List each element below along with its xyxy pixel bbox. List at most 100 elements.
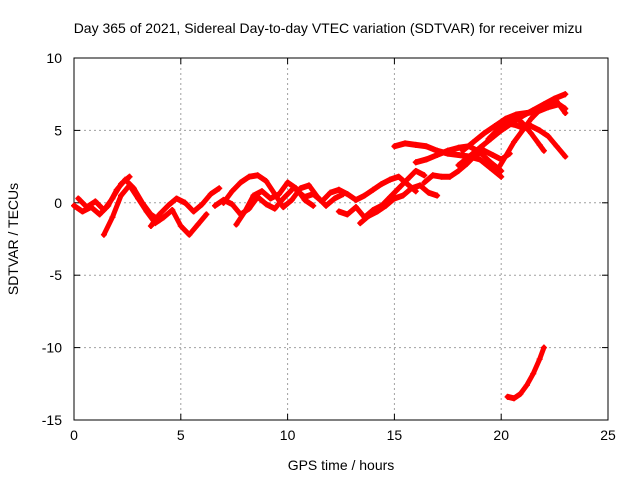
series-line-texture bbox=[359, 186, 439, 227]
data-point bbox=[425, 189, 432, 196]
data-point bbox=[528, 123, 535, 130]
x-tick-label: 10 bbox=[280, 427, 296, 443]
data-point bbox=[301, 194, 308, 201]
data-point bbox=[489, 152, 496, 159]
data-point bbox=[434, 192, 441, 199]
series-sat-r bbox=[502, 112, 547, 154]
data-point bbox=[126, 182, 133, 189]
data-point bbox=[562, 91, 569, 98]
data-point bbox=[387, 176, 394, 183]
data-point bbox=[331, 195, 338, 202]
data-point bbox=[412, 141, 419, 148]
data-point bbox=[194, 221, 201, 228]
series-sat-d bbox=[147, 185, 223, 229]
data-point bbox=[305, 182, 312, 189]
data-point bbox=[536, 141, 543, 148]
data-point bbox=[421, 179, 428, 186]
data-point bbox=[395, 173, 402, 180]
data-point bbox=[211, 202, 218, 209]
data-point bbox=[455, 144, 462, 151]
data-point bbox=[493, 167, 500, 174]
data-point bbox=[156, 211, 163, 218]
data-point bbox=[335, 186, 342, 193]
data-point bbox=[446, 173, 453, 180]
data-point bbox=[216, 185, 223, 192]
data-point bbox=[83, 204, 90, 211]
y-tick-label: 5 bbox=[54, 122, 62, 138]
data-point bbox=[335, 208, 342, 215]
data-point bbox=[263, 201, 270, 208]
data-point bbox=[470, 138, 477, 145]
data-point bbox=[352, 196, 359, 203]
data-point bbox=[553, 143, 560, 150]
data-point bbox=[229, 201, 236, 208]
data-point bbox=[464, 160, 471, 167]
data-point bbox=[126, 173, 133, 180]
y-tick-label: -15 bbox=[42, 412, 62, 428]
data-point bbox=[476, 144, 483, 151]
data-point bbox=[395, 185, 402, 192]
x-axis-ticks: 0 5 10 15 20 25 bbox=[70, 58, 616, 443]
data-point bbox=[434, 152, 441, 159]
data-point bbox=[545, 133, 552, 140]
data-point bbox=[481, 130, 488, 137]
data-point bbox=[455, 167, 462, 174]
data-point bbox=[310, 202, 317, 209]
series-line bbox=[357, 182, 440, 226]
data-point bbox=[143, 208, 150, 215]
data-point bbox=[173, 195, 180, 202]
data-point bbox=[523, 382, 530, 389]
data-point bbox=[117, 192, 124, 199]
y-tick-label: 0 bbox=[54, 195, 62, 211]
data-point bbox=[147, 222, 154, 229]
data-point bbox=[365, 212, 372, 219]
data-point bbox=[402, 140, 409, 147]
data-point bbox=[177, 222, 184, 229]
data-point bbox=[493, 127, 500, 134]
grid bbox=[74, 58, 608, 420]
data-point bbox=[199, 201, 206, 208]
data-point bbox=[96, 211, 103, 218]
data-point bbox=[412, 167, 419, 174]
x-tick-label: 25 bbox=[600, 427, 616, 443]
data-point bbox=[511, 121, 518, 128]
data-point bbox=[502, 118, 509, 125]
data-point bbox=[370, 186, 377, 193]
data-point bbox=[284, 179, 291, 186]
data-point bbox=[481, 147, 488, 154]
series-line-texture bbox=[359, 182, 439, 223]
data-point bbox=[100, 231, 107, 238]
data-point bbox=[562, 153, 569, 160]
data-point bbox=[511, 138, 518, 145]
data-point bbox=[352, 204, 359, 211]
data-point bbox=[399, 192, 406, 199]
data-point bbox=[203, 211, 210, 218]
data-point bbox=[378, 180, 385, 187]
data-point bbox=[323, 202, 330, 209]
data-point bbox=[408, 185, 415, 192]
data-point bbox=[391, 195, 398, 202]
data-point bbox=[444, 147, 451, 154]
data-point bbox=[423, 143, 430, 150]
data-point bbox=[190, 208, 197, 215]
data-point bbox=[207, 191, 214, 198]
data-point bbox=[280, 204, 287, 211]
data-point bbox=[182, 199, 189, 206]
data-point bbox=[169, 207, 176, 214]
data-point bbox=[491, 123, 498, 130]
data-point bbox=[391, 143, 398, 150]
x-tick-label: 15 bbox=[387, 427, 403, 443]
data-point bbox=[344, 211, 351, 218]
y-tick-label: 10 bbox=[46, 50, 62, 66]
data-point bbox=[109, 195, 116, 202]
data-point bbox=[528, 130, 535, 137]
data-point bbox=[438, 173, 445, 180]
data-point bbox=[536, 127, 543, 134]
data-point bbox=[288, 196, 295, 203]
data-point bbox=[523, 110, 530, 117]
data-point bbox=[276, 191, 283, 198]
data-point bbox=[241, 208, 248, 215]
data-point bbox=[536, 356, 543, 363]
data-point bbox=[92, 198, 99, 205]
x-axis-label: GPS time / hours bbox=[288, 457, 395, 473]
